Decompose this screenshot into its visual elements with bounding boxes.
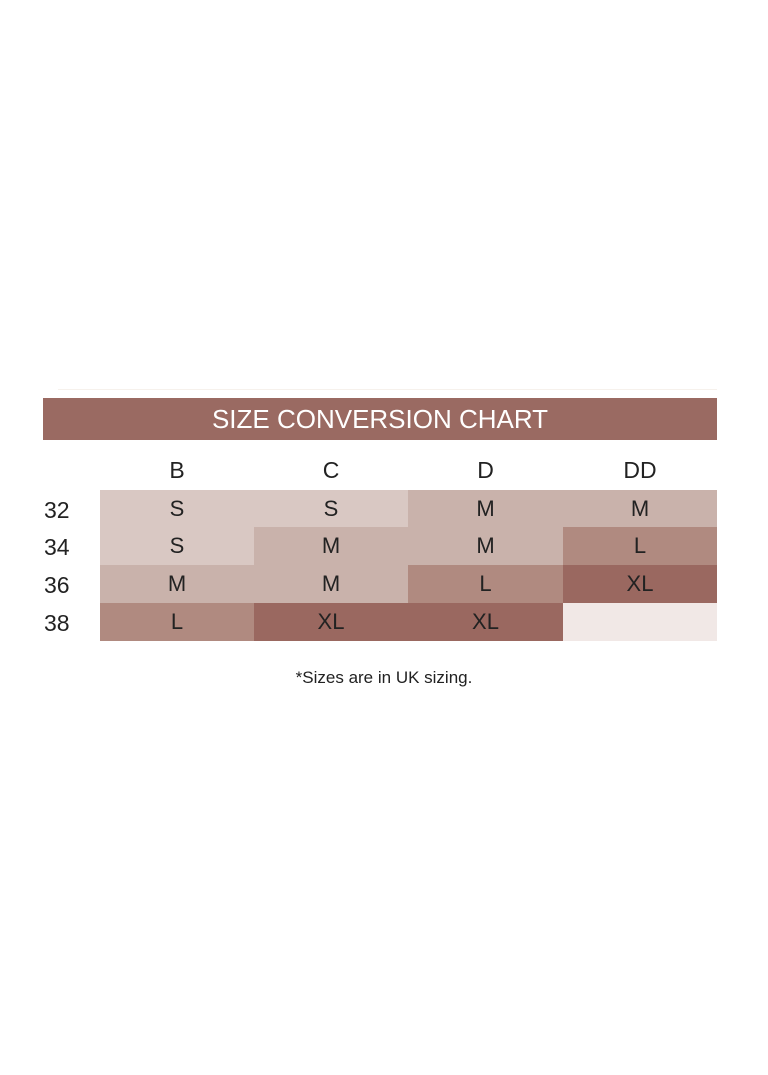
row-header-36: 36	[44, 572, 70, 598]
size-cell-34-b: S	[100, 527, 254, 565]
size-cell-38-dd	[563, 603, 717, 641]
size-cell-38-b: L	[100, 603, 254, 641]
column-header-c: C	[322, 457, 340, 483]
footnote: *Sizes are in UK sizing.	[295, 668, 473, 687]
row-header-38: 38	[44, 610, 70, 636]
row-header-34: 34	[44, 534, 70, 560]
size-cell-36-b: M	[100, 565, 254, 603]
row-header-32: 32	[44, 497, 70, 523]
size-cell-34-c: M	[254, 527, 408, 565]
size-cell-32-dd: M	[563, 490, 717, 527]
size-cell-36-dd: XL	[563, 565, 717, 603]
size-cell-36-d: L	[408, 565, 563, 603]
size-cell-36-c: M	[254, 565, 408, 603]
column-header-d: D	[477, 457, 494, 483]
column-header-b: B	[169, 457, 185, 483]
chart-title-banner: SIZE CONVERSION CHART	[43, 398, 717, 440]
size-cell-38-c: XL	[254, 603, 408, 641]
size-cell-34-d: M	[408, 527, 563, 565]
size-cell-34-dd: L	[563, 527, 717, 565]
size-cell-32-b: S	[100, 490, 254, 527]
chart-title: SIZE CONVERSION CHART	[211, 403, 549, 434]
divider-line	[58, 389, 717, 390]
column-header-dd: DD	[623, 457, 657, 483]
size-cell-38-d: XL	[408, 603, 563, 641]
size-cell-32-d: M	[408, 490, 563, 527]
size-cell-32-c: S	[254, 490, 408, 527]
